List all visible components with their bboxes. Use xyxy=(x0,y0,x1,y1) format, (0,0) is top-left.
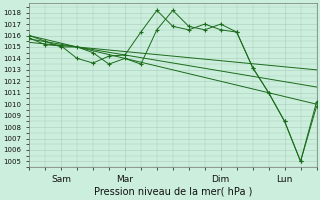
X-axis label: Pression niveau de la mer( hPa ): Pression niveau de la mer( hPa ) xyxy=(94,187,252,197)
